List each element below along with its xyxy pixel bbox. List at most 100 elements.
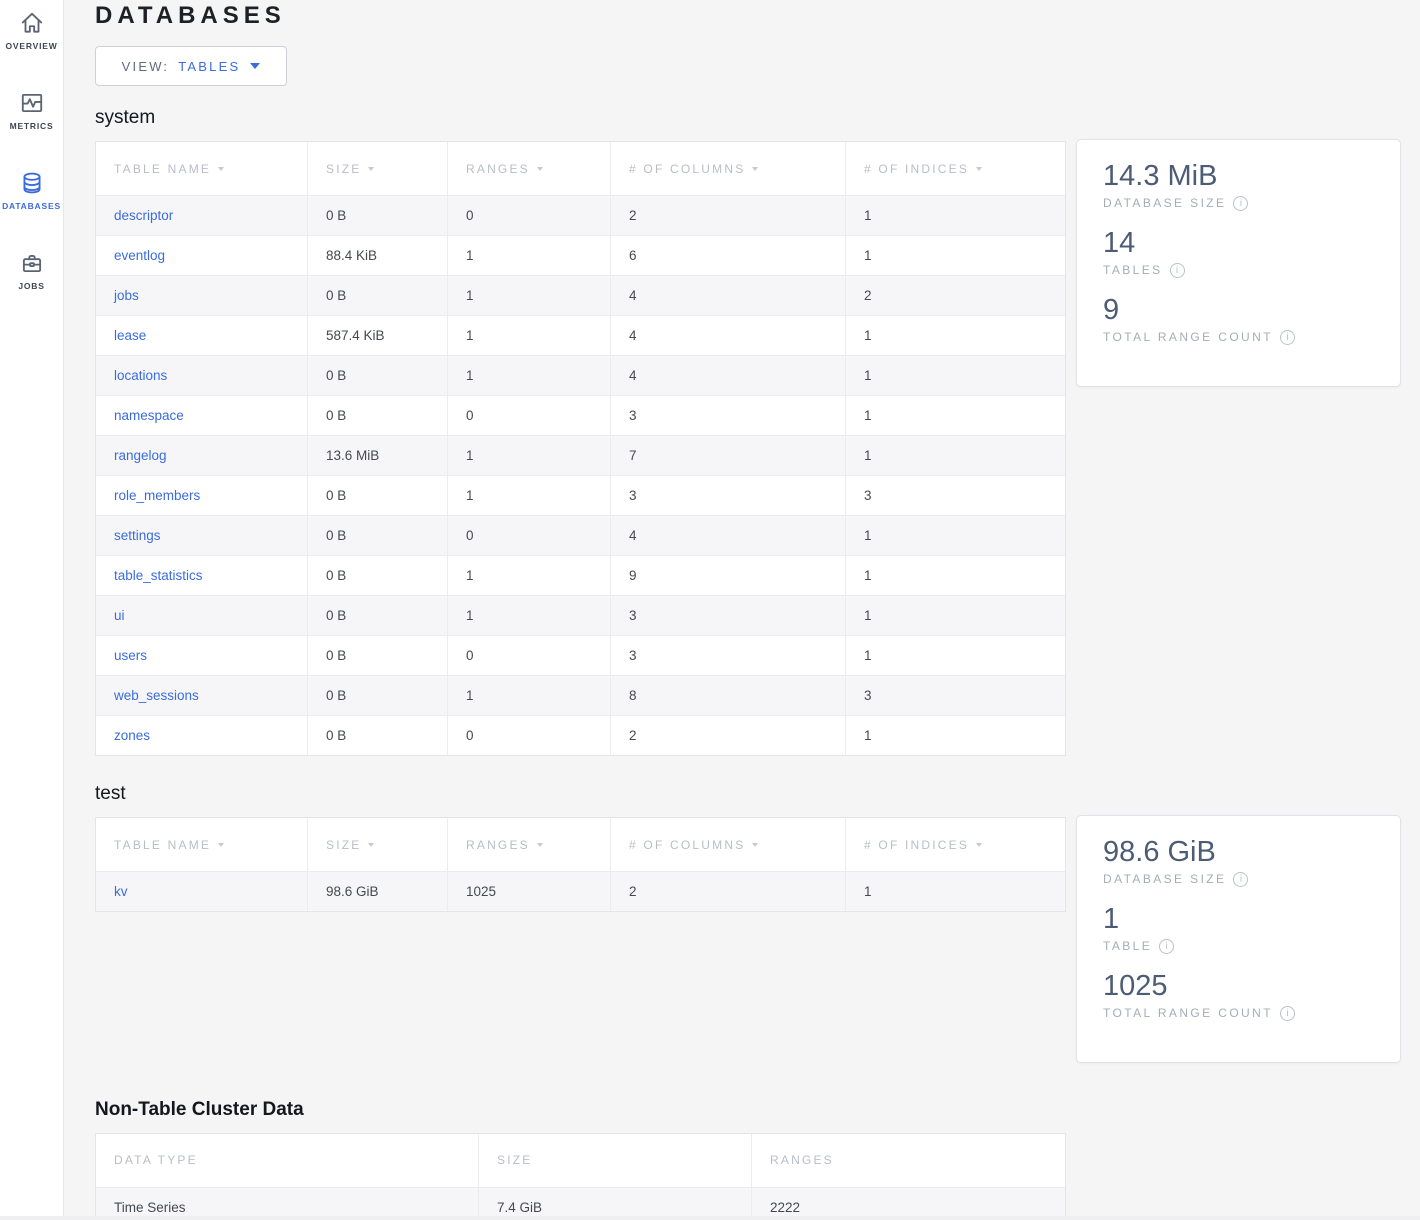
column-header-table-name[interactable]: TABLE NAME <box>96 818 308 871</box>
table-cell: 0 B <box>308 195 448 235</box>
info-icon[interactable] <box>1233 195 1249 211</box>
table-name-link[interactable]: namespace <box>114 408 184 423</box>
table-name-link[interactable]: users <box>114 648 148 663</box>
table-cell: 0 B <box>308 395 448 435</box>
sidebar-item-metrics[interactable]: METRICS <box>0 80 63 160</box>
column-header-size[interactable]: SIZE <box>308 142 448 195</box>
table-name-link[interactable]: locations <box>114 368 168 383</box>
column-header-size[interactable]: SIZE <box>308 818 448 871</box>
table-cell: 3 <box>611 635 846 675</box>
table-name-link[interactable]: jobs <box>114 288 139 303</box>
table-cell: 2 <box>846 275 1065 315</box>
table-name-link[interactable]: ui <box>114 608 125 623</box>
table-cell: Time Series <box>96 1186 479 1220</box>
table-cell: 88.4 KiB <box>308 235 448 275</box>
table-name-link[interactable]: table_statistics <box>114 568 203 583</box>
info-icon[interactable] <box>1169 262 1185 278</box>
table-name-link[interactable]: lease <box>114 328 147 343</box>
table-cell: 1 <box>846 195 1065 235</box>
column-header--of-columns[interactable]: # OF COLUMNS <box>611 818 846 871</box>
column-header-ranges[interactable]: RANGES <box>448 818 611 871</box>
table-cell: 0 <box>448 635 611 675</box>
column-header-label: RANGES <box>770 1153 834 1168</box>
table-row: Time Series 7.4 GiB 2222 <box>96 1186 1065 1220</box>
info-icon[interactable] <box>1279 1005 1295 1021</box>
table-name-link[interactable]: rangelog <box>114 448 167 463</box>
viewport-bottom-strip <box>0 1216 1420 1220</box>
table-cell: 7 <box>611 435 846 475</box>
database-section-system: system TABLE NAME SIZE RANGES # OF COLUMNS #… <box>95 107 1420 756</box>
table-name-link[interactable]: eventlog <box>114 248 166 263</box>
table-cell: 2 <box>611 871 846 911</box>
stat-tables: 1 TABLE <box>1103 903 1376 954</box>
column-header-label: # OF INDICES <box>864 837 970 852</box>
table-cell: 13.6 MiB <box>308 435 448 475</box>
tables-table-system: TABLE NAME SIZE RANGES # OF COLUMNS # OF IND… <box>95 141 1066 756</box>
table-cell: 98.6 GiB <box>308 871 448 911</box>
table-row: eventlog 88.4 KiB 1 6 1 <box>96 235 1065 275</box>
non-table-data-table: DATA TYPE SIZE RANGES Time Series 7.4 GiB 222… <box>95 1132 1066 1220</box>
metrics-icon <box>21 93 42 113</box>
table-cell: 1 <box>846 355 1065 395</box>
table-cell: 1 <box>448 555 611 595</box>
sort-caret-icon <box>976 842 983 847</box>
info-icon[interactable] <box>1159 938 1175 954</box>
table-cell: zones <box>96 715 308 755</box>
table-cell: 3 <box>611 595 846 635</box>
column-header-ranges: RANGES <box>752 1133 1065 1187</box>
table-cell: 2222 <box>752 1186 1065 1220</box>
table-name-link[interactable]: kv <box>114 884 128 899</box>
database-summary-card: 98.6 GiB DATABASE SIZE 1 TABLE 1025 TOTA… <box>1076 815 1401 1063</box>
home-icon <box>21 12 42 33</box>
database-summary-card: 14.3 MiB DATABASE SIZE 14 TABLES 9 TOTAL… <box>1076 139 1401 387</box>
table-name-link[interactable]: settings <box>114 528 161 543</box>
table-cell: 1 <box>448 235 611 275</box>
table-name-link[interactable]: zones <box>114 728 151 743</box>
table-cell: 0 <box>448 195 611 235</box>
table-cell: 0 <box>448 515 611 555</box>
column-header-table-name[interactable]: TABLE NAME <box>96 142 308 195</box>
sidebar-item-databases[interactable]: DATABASES <box>0 160 63 240</box>
sidebar-item-overview[interactable]: OVERVIEW <box>0 0 63 80</box>
column-header-ranges[interactable]: RANGES <box>448 142 611 195</box>
table-cell: 0 B <box>308 635 448 675</box>
info-icon[interactable] <box>1233 871 1249 887</box>
stat-label: TABLE <box>1103 939 1153 954</box>
column-header--of-indices[interactable]: # OF INDICES <box>846 142 1065 195</box>
sidebar: OVERVIEW METRICS DATABASES JOBS <box>0 0 64 1216</box>
stat-total-range-count: 1025 TOTAL RANGE COUNT <box>1103 970 1376 1021</box>
table-name-link[interactable]: role_members <box>114 488 201 503</box>
column-header--of-columns[interactable]: # OF COLUMNS <box>611 142 846 195</box>
column-header-size: SIZE <box>479 1133 752 1187</box>
table-header-row: DATA TYPE SIZE RANGES <box>96 1133 1065 1187</box>
table-cell: 1 <box>448 475 611 515</box>
sidebar-item-label: OVERVIEW <box>5 41 58 51</box>
table-cell: 1 <box>846 635 1065 675</box>
table-cell: 7.4 GiB <box>479 1186 752 1220</box>
table-cell: 0 B <box>308 275 448 315</box>
table-cell: jobs <box>96 275 308 315</box>
column-header--of-indices[interactable]: # OF INDICES <box>846 818 1065 871</box>
sidebar-item-label: METRICS <box>9 121 54 131</box>
table-cell: ui <box>96 595 308 635</box>
table-cell: 0 B <box>308 595 448 635</box>
table-cell: 8 <box>611 675 846 715</box>
database-section-test: test TABLE NAME SIZE RANGES # OF COLUMNS # O… <box>95 783 1420 1063</box>
table-cell: 6 <box>611 235 846 275</box>
view-selector-dropdown[interactable]: VIEW: TABLES <box>95 46 287 86</box>
sort-caret-icon <box>976 166 983 171</box>
table-cell: descriptor <box>96 195 308 235</box>
table-cell: 1 <box>846 235 1065 275</box>
sidebar-item-jobs[interactable]: JOBS <box>0 240 63 320</box>
table-name-link[interactable]: descriptor <box>114 208 174 223</box>
table-row: lease 587.4 KiB 1 4 1 <box>96 315 1065 355</box>
table-cell: lease <box>96 315 308 355</box>
table-name-link[interactable]: web_sessions <box>114 688 199 703</box>
info-icon[interactable] <box>1279 329 1295 345</box>
table-cell: 4 <box>611 355 846 395</box>
table-cell: eventlog <box>96 235 308 275</box>
